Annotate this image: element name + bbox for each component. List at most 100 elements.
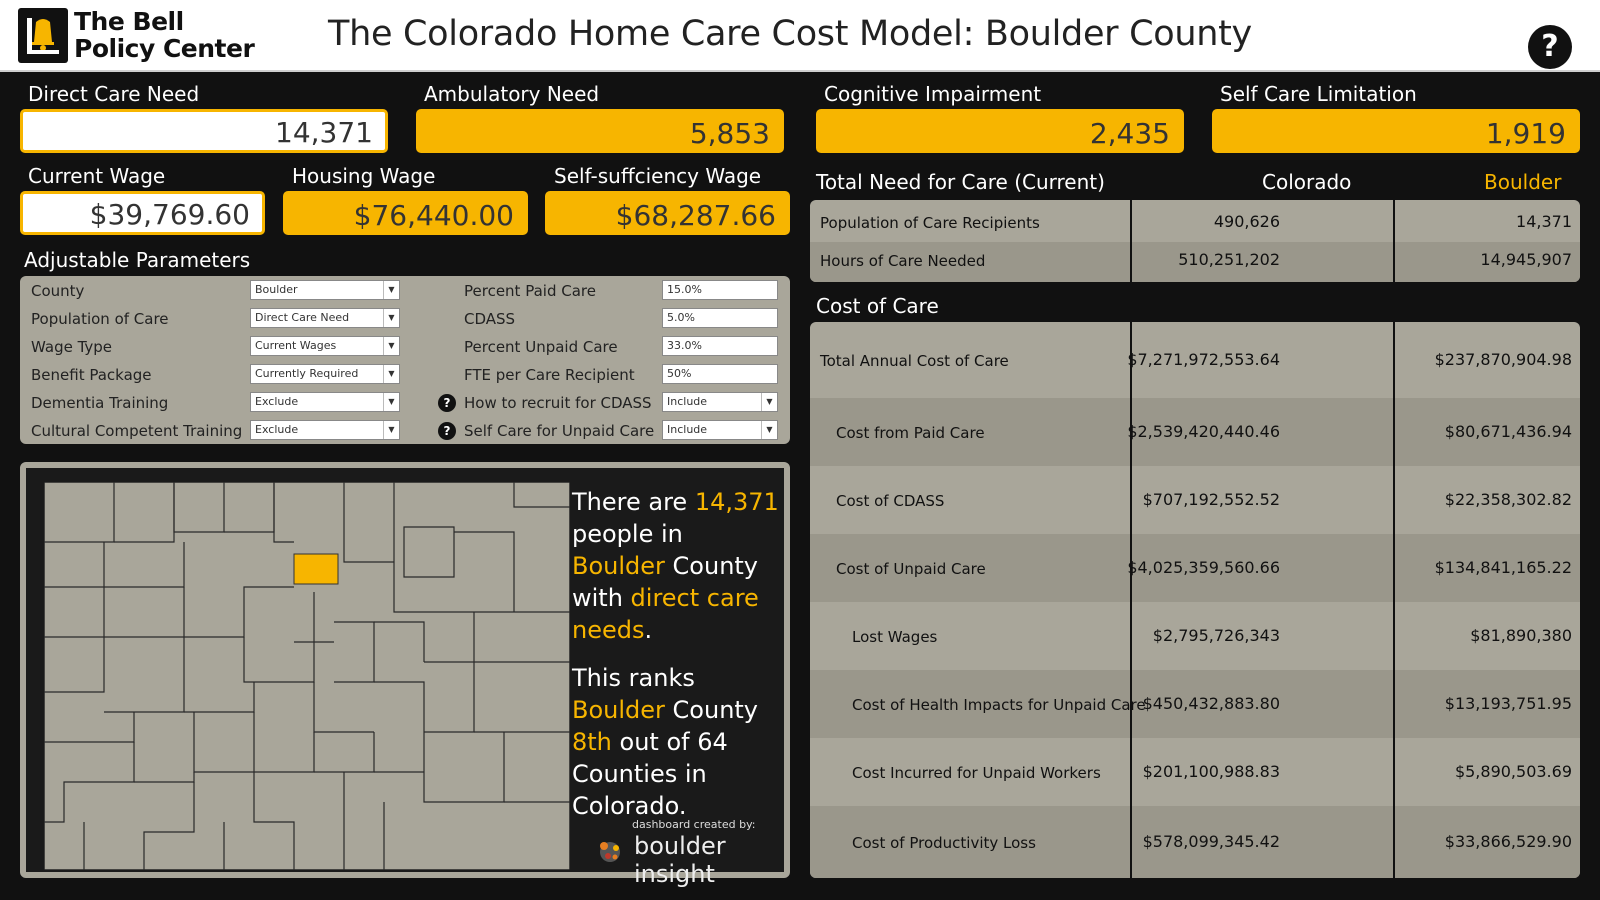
- param-cultural-label: Cultural Competent Training: [31, 422, 243, 440]
- col-boulder-head: Boulder: [1484, 170, 1562, 194]
- population-dropdown[interactable]: Direct Care Need ▼: [250, 308, 400, 328]
- summary-county: Boulder: [572, 552, 665, 580]
- row-boulder-value: 14,371: [1516, 212, 1572, 231]
- current-wage-label: Current Wage: [28, 164, 166, 188]
- cdass-input[interactable]: 5.0%: [662, 308, 778, 328]
- row-label: Hours of Care Needed: [820, 252, 986, 270]
- row-colorado-value: $2,539,420,440.46: [1127, 422, 1280, 441]
- column-divider: [1393, 322, 1395, 878]
- cognitive-impairment-value[interactable]: 2,435: [816, 109, 1184, 153]
- column-divider: [1130, 200, 1132, 282]
- unpaid-care-input[interactable]: 33.0%: [662, 336, 778, 356]
- chevron-down-icon: ▼: [383, 337, 399, 355]
- credit-brand[interactable]: boulder insight: [634, 832, 726, 888]
- question-icon[interactable]: ?: [438, 422, 456, 440]
- row-colorado-value: $450,432,883.80: [1142, 694, 1280, 713]
- table-row: Cost of Unpaid Care $4,025,359,560.66 $1…: [810, 534, 1580, 602]
- fte-input[interactable]: 50%: [662, 364, 778, 384]
- row-colorado-value: 510,251,202: [1178, 250, 1280, 269]
- selfcare-dropdown[interactable]: Include ▼: [662, 420, 778, 440]
- param-dementia-label: Dementia Training: [31, 394, 169, 412]
- row-label: Cost of CDASS: [836, 492, 945, 510]
- direct-care-need-value[interactable]: 14,371: [20, 109, 388, 153]
- bell-icon: [18, 8, 68, 63]
- direct-care-need-label: Direct Care Need: [28, 82, 200, 106]
- credit-caption: dashboard created by:: [632, 818, 756, 831]
- row-boulder-value: $33,866,529.90: [1444, 832, 1572, 851]
- logo-line-2: Policy Center: [74, 34, 255, 63]
- row-label: Population of Care Recipients: [820, 214, 1040, 232]
- housing-wage-value[interactable]: $76,440.00: [283, 191, 528, 235]
- chevron-down-icon: ▼: [383, 365, 399, 383]
- param-cdass-label: CDASS: [464, 310, 516, 328]
- row-label: Cost of Unpaid Care: [836, 560, 986, 578]
- summary-text: .: [644, 616, 653, 644]
- row-label: Cost of Health Impacts for Unpaid Care: [852, 696, 1146, 714]
- map-panel: There are 14,371 people in Boulder Count…: [20, 462, 790, 888]
- recruit-dropdown[interactable]: Include ▼: [662, 392, 778, 412]
- cost-table: Total Annual Cost of Care $7,271,972,553…: [810, 322, 1580, 878]
- dementia-dropdown[interactable]: Exclude ▼: [250, 392, 400, 412]
- self-sufficiency-wage-label: Self-suffciency Wage: [554, 164, 762, 188]
- wage-type-dropdown-value: Current Wages: [255, 339, 337, 352]
- wage-type-dropdown[interactable]: Current Wages ▼: [250, 336, 400, 356]
- table-row: Cost Incurred for Unpaid Workers $201,10…: [810, 738, 1580, 806]
- rank-text: out of 64 Counties in Colorado.: [572, 728, 728, 820]
- population-dropdown-value: Direct Care Need: [255, 311, 350, 324]
- page-title: The Colorado Home Care Cost Model: Bould…: [328, 14, 1252, 54]
- param-wage-type-label: Wage Type: [31, 338, 113, 356]
- dementia-dropdown-value: Exclude: [255, 395, 299, 408]
- summary-text: County with: [572, 552, 759, 612]
- row-boulder-value: $5,890,503.69: [1454, 762, 1572, 781]
- boulder-insight-logo-icon: [600, 842, 620, 862]
- self-sufficiency-wage-value[interactable]: $68,287.66: [545, 191, 790, 235]
- chevron-down-icon: ▼: [761, 421, 777, 439]
- help-button[interactable]: ?: [1528, 25, 1572, 69]
- row-label: Cost Incurred for Unpaid Workers: [852, 764, 1101, 782]
- row-colorado-value: 490,626: [1213, 212, 1280, 231]
- chevron-down-icon: ▼: [761, 393, 777, 411]
- summary-need: direct care needs: [572, 584, 759, 644]
- row-colorado-value: $707,192,552.52: [1142, 490, 1280, 509]
- benefit-dropdown[interactable]: Currently Required ▼: [250, 364, 400, 384]
- self-care-limitation-value[interactable]: 1,919: [1212, 109, 1580, 153]
- row-label: Lost Wages: [852, 628, 938, 646]
- benefit-dropdown-value: Currently Required: [255, 367, 359, 380]
- column-divider: [1130, 322, 1132, 878]
- map-summary-text: There are 14,371 people in Boulder Count…: [572, 486, 782, 838]
- row-colorado-value: $7,271,972,553.64: [1127, 350, 1280, 369]
- table-row: Cost of Productivity Loss $578,099,345.4…: [810, 806, 1580, 878]
- param-paid-care-label: Percent Paid Care: [464, 282, 596, 300]
- param-benefit-label: Benefit Package: [31, 366, 152, 384]
- summary-text: There are: [572, 488, 695, 516]
- row-colorado-value: $578,099,345.42: [1142, 832, 1280, 851]
- ambulatory-need-value[interactable]: 5,853: [416, 109, 784, 153]
- ambulatory-need-label: Ambulatory Need: [424, 82, 600, 106]
- row-boulder-value: $134,841,165.22: [1434, 558, 1572, 577]
- rank-county: Boulder: [572, 696, 665, 724]
- table-row: Cost from Paid Care $2,539,420,440.46 $8…: [810, 398, 1580, 466]
- bell-policy-center-logo[interactable]: The Bell Policy Center: [18, 8, 268, 64]
- table-row: Cost of CDASS $707,192,552.52 $22,358,30…: [810, 466, 1580, 534]
- paid-care-input[interactable]: 15.0%: [662, 280, 778, 300]
- row-boulder-value: $13,193,751.95: [1444, 694, 1572, 713]
- county-dropdown[interactable]: Boulder ▼: [250, 280, 400, 300]
- cultural-dropdown-value: Exclude: [255, 423, 299, 436]
- rank-text: This ranks: [572, 664, 695, 692]
- boulder-county-highlight: [293, 553, 339, 585]
- question-icon[interactable]: ?: [438, 394, 456, 412]
- cognitive-impairment-label: Cognitive Impairment: [824, 82, 1042, 106]
- row-colorado-value: $4,025,359,560.66: [1127, 558, 1280, 577]
- county-dropdown-value: Boulder: [255, 283, 298, 296]
- chevron-down-icon: ▼: [383, 393, 399, 411]
- table-row: Lost Wages $2,795,726,343 $81,890,380: [810, 602, 1580, 670]
- colorado-county-map[interactable]: [43, 481, 571, 871]
- current-wage-value[interactable]: $39,769.60: [20, 191, 265, 235]
- row-colorado-value: $201,100,988.83: [1142, 762, 1280, 781]
- cultural-dropdown[interactable]: Exclude ▼: [250, 420, 400, 440]
- need-table: Population of Care Recipients 490,626 14…: [810, 200, 1580, 282]
- row-label: Cost of Productivity Loss: [852, 834, 1036, 852]
- summary-text: people in: [572, 520, 683, 548]
- param-unpaid-care-label: Percent Unpaid Care: [464, 338, 618, 356]
- recruit-dropdown-value: Include: [667, 395, 708, 408]
